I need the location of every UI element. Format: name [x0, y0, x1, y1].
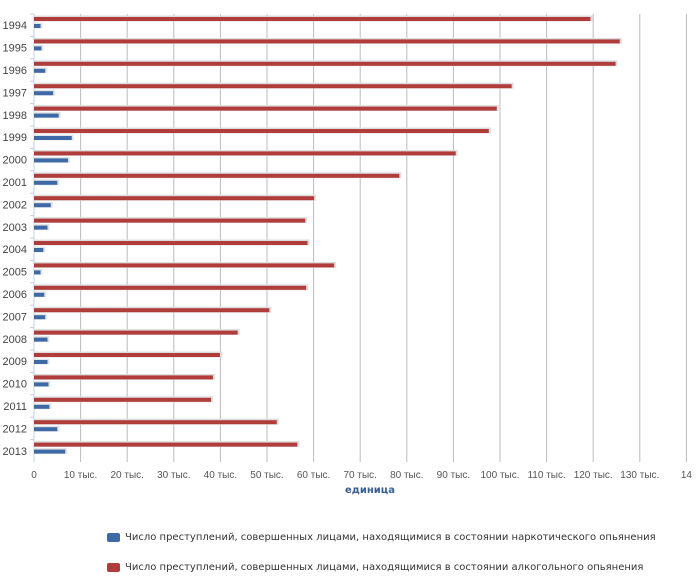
- y-tick-label: 2002: [3, 199, 27, 211]
- y-tick-label: 2004: [3, 244, 27, 256]
- y-tick-label: 2011: [3, 401, 27, 413]
- bar-alcohol-1998: [34, 106, 497, 111]
- bar-alcohol-1996: [34, 61, 616, 66]
- y-tick-label: 2006: [3, 289, 27, 301]
- x-tick-label: 100 тыс.: [480, 470, 519, 481]
- legend-swatch-blue: [107, 533, 120, 542]
- x-tick-label: 30 тыс.: [157, 470, 190, 481]
- bar-drug-2000: [34, 158, 69, 163]
- bar-alcohol-2011: [34, 397, 212, 402]
- bar-alcohol-2009: [34, 353, 220, 357]
- bar-alcohol-2002: [34, 196, 315, 201]
- bar-alcohol-1997: [34, 84, 512, 89]
- legend-label: Число преступлений, совершенных лицами, …: [125, 532, 656, 543]
- bar-drug-2001: [34, 180, 58, 185]
- bar-alcohol-2013: [34, 442, 298, 447]
- bar-alcohol-2012: [34, 420, 277, 425]
- bar-drug-2003: [34, 225, 48, 230]
- bar-alcohol-2004: [34, 241, 308, 245]
- x-tick-label: 110 тыс.: [527, 470, 565, 481]
- legend-item-drug[interactable]: Число преступлений, совершенных лицами, …: [107, 532, 656, 543]
- y-tick-label: 2010: [3, 379, 27, 391]
- x-axis-title: единица: [345, 485, 395, 496]
- bar-alcohol-2007: [34, 308, 270, 313]
- legend-swatch-red: [107, 563, 120, 572]
- y-tick-label: 1998: [3, 110, 27, 122]
- bar-alcohol-2000: [34, 151, 456, 156]
- bar-alcohol-1994: [34, 17, 591, 21]
- bar-drug-1997: [34, 91, 54, 96]
- x-tick-label: 20 тыс.: [110, 470, 143, 481]
- bar-drug-1998: [34, 113, 59, 118]
- x-tick-label: 80 тыс.: [390, 470, 423, 481]
- bar-alcohol-2008: [34, 330, 238, 335]
- y-tick-label: 2005: [3, 267, 27, 279]
- y-tick-label: 1994: [3, 20, 27, 32]
- bar-drug-2006: [34, 292, 45, 297]
- bar-drug-2009: [34, 360, 48, 364]
- x-tick-label: 90 тыс.: [437, 470, 470, 481]
- bar-drug-1999: [34, 136, 72, 140]
- bar-alcohol-2010: [34, 375, 213, 380]
- y-tick-label: 1999: [3, 132, 27, 144]
- bar-drug-2007: [34, 315, 46, 320]
- x-tick-label: 10 тыс.: [64, 470, 97, 481]
- legend-label: Число преступлений, совершенных лицами, …: [125, 562, 644, 573]
- bar-drug-2008: [34, 337, 48, 342]
- bar-alcohol-2006: [34, 285, 307, 290]
- bar-drug-2002: [34, 203, 51, 208]
- y-tick-label: 2012: [3, 423, 27, 435]
- bar-drug-2012: [34, 427, 58, 432]
- y-tick-label: 1996: [3, 65, 27, 77]
- bar-drug-2010: [34, 382, 49, 387]
- bar-alcohol-1995: [34, 39, 620, 44]
- bar-alcohol-2005: [34, 263, 335, 268]
- y-tick-label: 2013: [3, 446, 27, 458]
- bar-drug-2013: [34, 449, 66, 454]
- y-tick-label: 2009: [3, 356, 27, 368]
- x-tick-label: 60 тыс.: [297, 470, 330, 481]
- bar-drug-1995: [34, 46, 42, 51]
- bar-drug-2011: [34, 404, 50, 409]
- legend-item-alcohol[interactable]: Число преступлений, совершенных лицами, …: [107, 562, 643, 573]
- bar-drug-2005: [34, 270, 41, 275]
- y-tick-label: 2008: [3, 334, 27, 346]
- y-tick-label: 2007: [3, 311, 27, 323]
- x-tick-label: 40 тыс.: [204, 470, 237, 481]
- x-tick-label: 50 тыс.: [250, 470, 283, 481]
- bar-drug-1996: [34, 68, 46, 73]
- bar-alcohol-2003: [34, 218, 306, 223]
- y-tick-label: 1995: [3, 43, 27, 55]
- bar-alcohol-1999: [34, 129, 489, 133]
- bar-drug-1994: [34, 24, 41, 28]
- y-tick-label: 2003: [3, 222, 27, 234]
- x-tick-label: 120 тыс.: [574, 470, 613, 481]
- bar-drug-2004: [34, 248, 44, 252]
- bar-alcohol-2001: [34, 173, 400, 178]
- x-tick-label: 70 тыс.: [343, 470, 376, 481]
- x-tick-label: 0: [31, 470, 37, 481]
- y-tick-label: 2001: [3, 177, 27, 189]
- y-tick-label: 1997: [3, 87, 27, 99]
- y-tick-label: 2000: [3, 155, 27, 167]
- x-tick-label: 14: [681, 470, 693, 481]
- x-tick-label: 130 тыс.: [620, 470, 659, 481]
